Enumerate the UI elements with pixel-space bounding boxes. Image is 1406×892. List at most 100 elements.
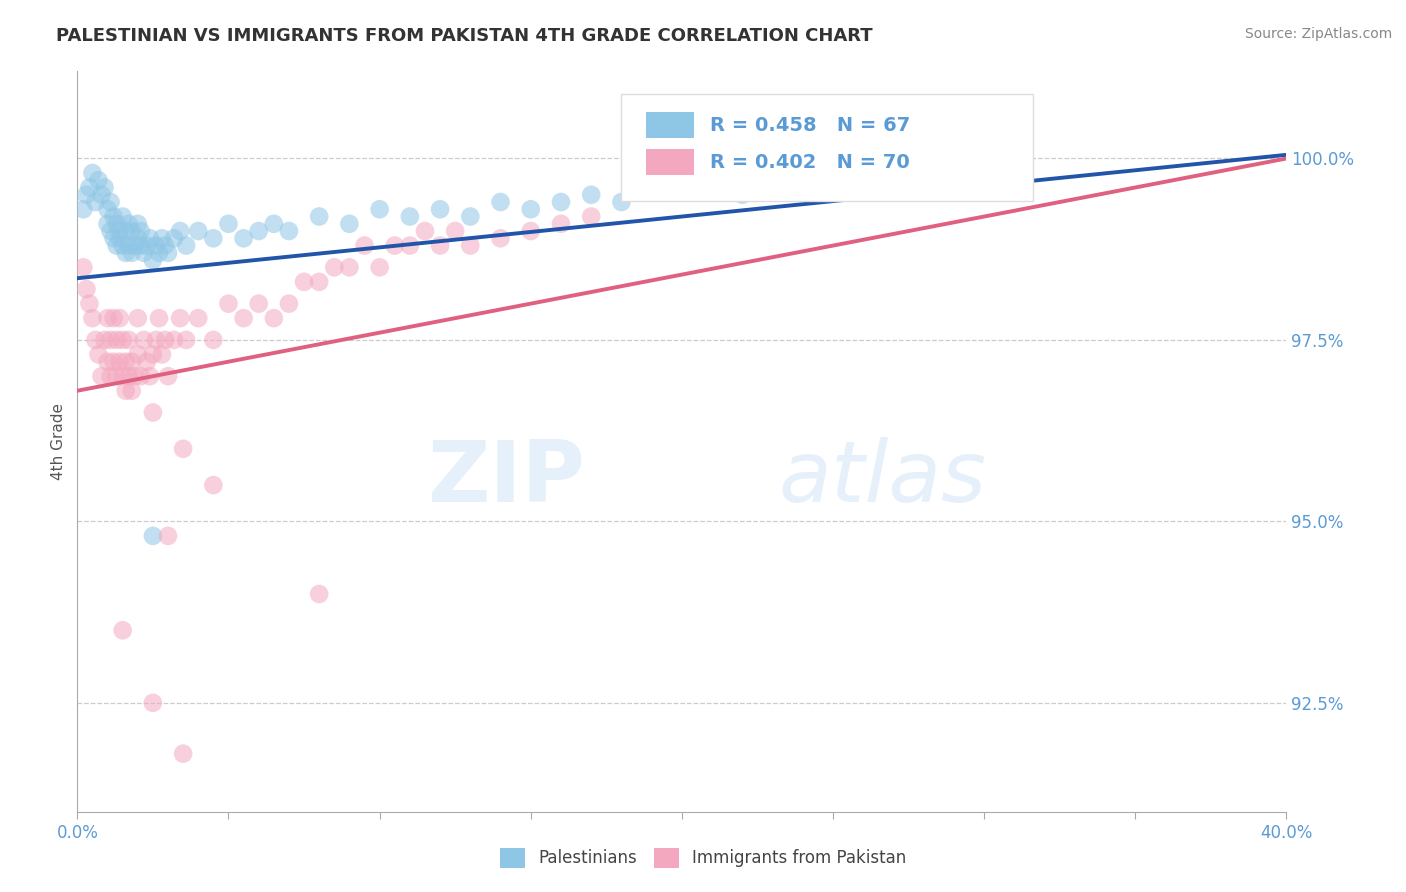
Point [353,238,375,252]
Point [278,296,301,310]
Point [247,296,270,310]
Point [135,238,157,252]
Point [129,238,152,252]
Point [218,296,240,310]
Point [121,354,143,368]
Point [458,210,481,224]
Point [148,311,170,326]
Point [129,369,152,384]
Point [90,369,112,384]
Point [79,180,101,194]
Point [114,245,136,260]
Point [105,238,128,252]
Point [174,333,197,347]
Point [142,696,165,710]
Point [111,624,134,638]
Point [118,333,141,347]
Point [489,194,512,209]
Point [429,202,451,217]
Text: atlas: atlas [779,437,987,520]
Point [852,173,875,187]
Point [108,354,131,368]
Point [121,245,143,260]
Point [202,333,225,347]
Y-axis label: 4th Grade: 4th Grade [51,403,66,480]
Point [731,187,754,202]
Point [339,260,360,275]
Point [172,747,194,761]
Point [75,187,97,202]
Point [82,166,104,180]
Legend: Palestinians, Immigrants from Pakistan: Palestinians, Immigrants from Pakistan [494,841,912,875]
Point [263,217,285,231]
Point [399,238,422,252]
Point [458,238,481,252]
Text: Source: ZipAtlas.com: Source: ZipAtlas.com [1244,27,1392,41]
Point [132,245,155,260]
Point [118,238,141,252]
Point [292,275,315,289]
Point [610,194,633,209]
Point [581,210,603,224]
Point [105,333,128,347]
FancyBboxPatch shape [621,94,1032,201]
Point [202,478,225,492]
Point [108,311,131,326]
Point [169,224,191,238]
Point [202,231,225,245]
Point [84,333,107,347]
Point [114,224,136,238]
Point [127,217,149,231]
Point [163,231,186,245]
Point [103,231,125,245]
Point [108,224,131,238]
Bar [645,112,695,138]
Point [163,333,186,347]
Point [520,224,543,238]
Point [127,347,149,361]
Point [308,275,330,289]
Point [139,369,162,384]
Point [103,210,125,224]
Point [93,180,115,194]
Point [792,173,814,187]
Point [148,245,170,260]
Point [135,354,157,368]
Point [232,231,254,245]
Point [489,231,512,245]
Point [368,202,391,217]
Point [132,333,155,347]
Point [105,369,128,384]
Point [142,405,165,419]
Point [142,253,165,268]
Point [308,587,330,601]
Bar [645,149,695,175]
Point [153,238,176,252]
Text: R = 0.402   N = 70: R = 0.402 N = 70 [710,153,910,172]
Point [520,202,543,217]
Point [114,354,136,368]
Point [187,311,209,326]
Point [111,369,134,384]
Text: R = 0.458   N = 67: R = 0.458 N = 67 [710,116,910,135]
Point [150,231,173,245]
Point [550,194,572,209]
Point [671,180,693,194]
Point [429,238,451,252]
Point [384,238,406,252]
Point [169,311,191,326]
Point [121,224,143,238]
Point [821,180,844,194]
Point [100,194,122,209]
Point [323,260,346,275]
Point [247,224,270,238]
Point [399,210,422,224]
Point [103,311,125,326]
Point [127,311,149,326]
Point [118,217,141,231]
Point [129,224,152,238]
Point [72,260,94,275]
Point [82,311,104,326]
Point [308,210,330,224]
Text: PALESTINIAN VS IMMIGRANTS FROM PAKISTAN 4TH GRADE CORRELATION CHART: PALESTINIAN VS IMMIGRANTS FROM PAKISTAN … [56,27,873,45]
